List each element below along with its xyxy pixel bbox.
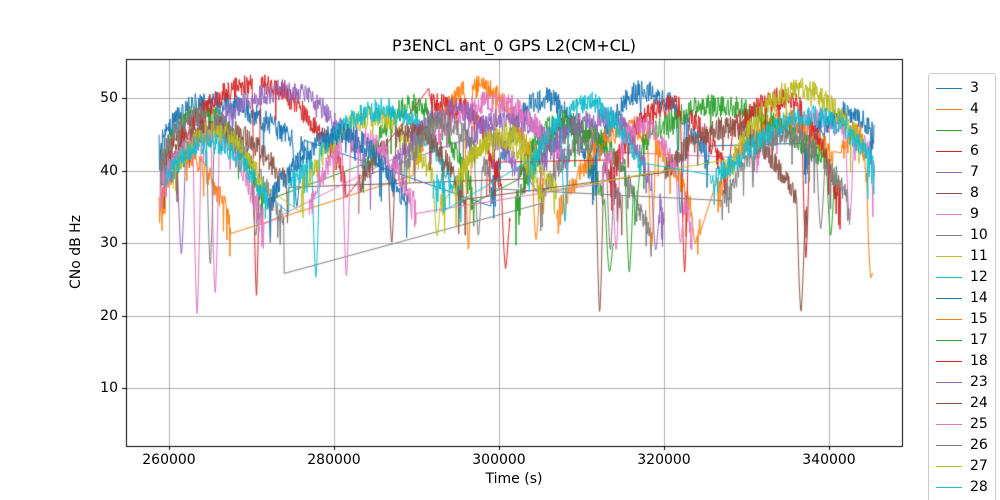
legend-line-sample [936, 256, 962, 257]
legend-item-24: 24 [929, 393, 995, 414]
legend-label: 8 [970, 185, 979, 201]
legend-item-11: 11 [929, 246, 995, 267]
legend-item-26: 26 [929, 435, 995, 456]
legend-item-17: 17 [929, 330, 995, 351]
x-tick-label: 260000 [142, 452, 196, 468]
legend-item-6: 6 [929, 141, 995, 162]
legend-label: 12 [970, 269, 988, 285]
y-tick-label: 40 [100, 162, 118, 179]
x-tick-label: 340000 [802, 452, 856, 468]
legend-item-25: 25 [929, 414, 995, 435]
legend-label: 9 [970, 206, 979, 222]
x-axis-label: Time (s) [485, 471, 543, 487]
legend-label: 17 [970, 332, 988, 348]
legend-item-5: 5 [929, 120, 995, 141]
chart-title: P3ENCL ant_0 GPS L2(CM+CL) [392, 36, 636, 55]
legend-item-7: 7 [929, 162, 995, 183]
y-tick-label: 50 [100, 90, 118, 107]
legend-label: 11 [970, 248, 988, 264]
y-tick-label: 20 [100, 307, 118, 324]
legend-label: 5 [970, 122, 979, 138]
legend-item-4: 4 [929, 99, 995, 120]
legend-label: 27 [970, 458, 988, 474]
y-tick-label: 30 [100, 235, 118, 252]
legend-label: 6 [970, 143, 979, 159]
legend-label: 28 [970, 479, 988, 495]
legend-label: 26 [970, 437, 988, 453]
legend-line-sample [936, 109, 962, 110]
legend-line-sample [936, 130, 962, 131]
legend: 34567891011121415171823242526272830 [928, 73, 996, 500]
legend-line-sample [936, 193, 962, 194]
x-tick-label: 320000 [637, 452, 691, 468]
legend-item-15: 15 [929, 309, 995, 330]
legend-line-sample [936, 214, 962, 215]
legend-line-sample [936, 424, 962, 425]
x-tick-label: 300000 [472, 452, 526, 468]
legend-line-sample [936, 235, 962, 236]
legend-label: 14 [970, 290, 988, 306]
legend-item-12: 12 [929, 267, 995, 288]
legend-line-sample [936, 487, 962, 488]
legend-line-sample [936, 340, 962, 341]
legend-line-sample [936, 466, 962, 467]
legend-item-9: 9 [929, 204, 995, 225]
legend-item-3: 3 [929, 78, 995, 99]
legend-label: 24 [970, 395, 988, 411]
legend-line-sample [936, 88, 962, 89]
legend-label: 23 [970, 374, 988, 390]
legend-item-28: 28 [929, 477, 995, 498]
legend-item-27: 27 [929, 456, 995, 477]
legend-line-sample [936, 277, 962, 278]
legend-label: 25 [970, 416, 988, 432]
legend-label: 3 [970, 80, 979, 96]
legend-item-18: 18 [929, 351, 995, 372]
legend-item-10: 10 [929, 225, 995, 246]
legend-line-sample [936, 382, 962, 383]
legend-item-14: 14 [929, 288, 995, 309]
legend-line-sample [936, 361, 962, 362]
legend-line-sample [936, 172, 962, 173]
legend-label: 10 [970, 227, 988, 243]
legend-label: 4 [970, 101, 979, 117]
legend-line-sample [936, 445, 962, 446]
legend-line-sample [936, 403, 962, 404]
legend-label: 15 [970, 311, 988, 327]
legend-label: 7 [970, 164, 979, 180]
legend-label: 18 [970, 353, 988, 369]
legend-line-sample [936, 319, 962, 320]
y-tick-label: 10 [100, 380, 118, 397]
legend-item-8: 8 [929, 183, 995, 204]
legend-item-23: 23 [929, 372, 995, 393]
x-tick-label: 280000 [307, 452, 361, 468]
legend-line-sample [936, 298, 962, 299]
legend-line-sample [936, 151, 962, 152]
